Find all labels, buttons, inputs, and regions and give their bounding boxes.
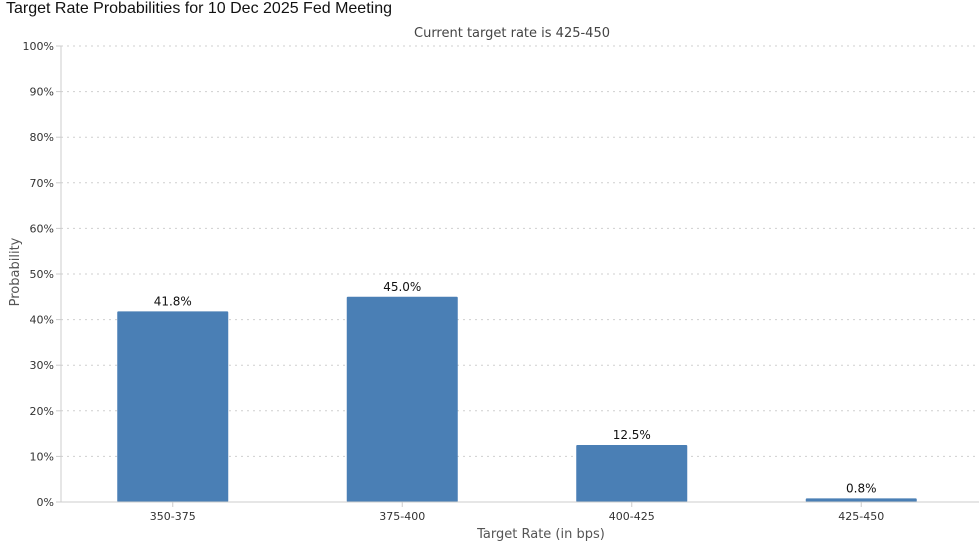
bar-value-label: 0.8% [846,481,877,495]
y-tick-label: 20% [30,405,54,418]
y-tick-label: 40% [30,314,54,327]
y-tick-label: 90% [30,86,54,99]
bar-425-450 [805,498,917,502]
bar-value-label: 41.8% [154,294,192,308]
bar-350-375 [117,311,229,502]
y-tick-label: 70% [30,177,54,190]
y-tick-label: 50% [30,268,54,281]
chart-title: Target Rate Probabilities for 10 Dec 202… [6,0,392,17]
x-axis: 350-375 375-400 400-425 425-450 [61,501,979,523]
y-axis: 0% 10% 20% 30% 40% 50% 60% 70% 80% 90% 100% [23,40,62,509]
bars: 41.8% 45.0% 12.5% 0.8% [117,280,917,502]
y-axis-label: Probability [8,237,23,306]
y-tick-label: 10% [30,450,54,463]
x-tick-label: 425-450 [838,510,884,523]
x-tick-label: 350-375 [150,510,196,523]
bar-400-425 [576,445,688,502]
bar-value-label: 45.0% [383,280,421,294]
bar-375-400 [346,296,458,502]
chart-subtitle: Current target rate is 425-450 [414,26,610,41]
y-tick-label: 0% [37,496,54,509]
x-axis-label: Target Rate (in bps) [476,527,605,542]
y-tick-label: 80% [30,131,54,144]
x-tick-label: 400-425 [609,510,655,523]
y-tick-label: 30% [30,359,54,372]
y-tick-label: 100% [23,40,54,53]
bar-value-label: 12.5% [613,428,651,442]
x-tick-label: 375-400 [379,510,425,523]
y-tick-label: 60% [30,222,54,235]
